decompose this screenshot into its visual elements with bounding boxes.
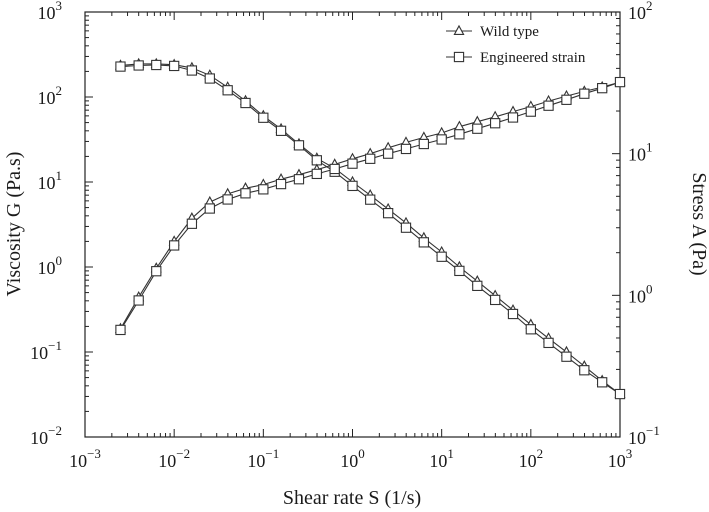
y-left-tick-label: 101	[38, 168, 63, 193]
engineered-strain-stress-point	[240, 188, 251, 199]
engineered-strain-stress-line	[120, 81, 621, 331]
engineered-strain-viscosity-point	[597, 377, 608, 388]
legend: Wild type Engineered strain	[446, 24, 586, 66]
x-tick-label: 10−3	[69, 446, 101, 471]
y-right-tick-label: 100	[628, 281, 653, 306]
engineered-strain-viscosity-point	[258, 112, 269, 123]
axis-ticks: 10−3 10−2 10−1 100 101 102 103 10−2 10−1 100 101 10…	[30, 0, 660, 471]
x-tick-label: 10−1	[247, 446, 279, 471]
plot-frame	[84, 11, 621, 438]
engineered-strain-stress-point	[293, 174, 305, 185]
y-left-tick-label: 102	[38, 83, 63, 108]
engineered-strain-stress-point	[472, 123, 483, 134]
engineered-strain-stress-point	[436, 134, 447, 145]
engineered-strain-viscosity-point	[293, 140, 305, 151]
engineered-strain-viscosity-point	[418, 237, 429, 248]
engineered-strain-stress-point	[329, 163, 340, 175]
legend-label: Wild type	[480, 24, 539, 40]
engineered-strain-stress-point	[597, 83, 608, 94]
legend-marker-triangle	[453, 24, 465, 36]
engineered-strain-viscosity-point	[365, 194, 376, 205]
engineered-strain-stress-point	[222, 194, 233, 205]
x-axis-label: Shear rate S (1/s)	[283, 487, 421, 509]
y-right-tick-label: 102	[628, 0, 653, 23]
engineered-strain-stress-point	[275, 178, 287, 190]
engineered-strain-viscosity-point	[454, 265, 465, 277]
legend-label: Engineered strain	[480, 50, 586, 66]
x-tick-label: 100	[340, 446, 365, 471]
engineered-strain-viscosity-point	[382, 208, 394, 219]
engineered-strain-viscosity-point	[222, 85, 233, 96]
engineered-strain-stress-point	[490, 118, 501, 129]
engineered-strain-viscosity-point	[115, 61, 126, 72]
engineered-strain-viscosity-point	[525, 324, 536, 335]
y-right-tick-label: 101	[628, 140, 653, 165]
y-left-tick-label: 10−2	[30, 423, 62, 448]
engineered-strain-viscosity-point	[311, 155, 322, 166]
engineered-strain-viscosity-point	[240, 97, 251, 109]
engineered-strain-viscosity-point	[543, 337, 554, 349]
engineered-strain-stress-point	[418, 138, 429, 150]
y-left-tick-label: 103	[38, 0, 63, 23]
y-left-tick-label: 10−1	[30, 338, 62, 363]
engineered-strain-viscosity-point	[472, 280, 483, 292]
engineered-strain-viscosity-point	[579, 365, 590, 376]
y-right-tick-label: 10−1	[628, 423, 660, 448]
x-tick-label: 10−2	[158, 446, 190, 471]
y-axis-left-label: Viscosity G (Pa.s)	[3, 152, 25, 297]
engineered-strain-viscosity-point	[507, 308, 519, 320]
engineered-strain-stress-point	[507, 112, 519, 123]
engineered-strain-viscosity-point	[169, 60, 180, 72]
engineered-strain-stress-point	[400, 143, 412, 155]
engineered-strain-viscosity-point	[561, 351, 572, 362]
engineered-strain-viscosity-point	[347, 180, 358, 192]
engineered-strain-stress-point	[525, 106, 536, 117]
engineered-strain-stress-point	[169, 240, 180, 251]
engineered-strain-viscosity-point	[490, 294, 501, 306]
engineered-strain-viscosity-point	[186, 65, 198, 76]
engineered-strain-viscosity-point	[436, 251, 447, 262]
engineered-strain-stress-point	[186, 218, 198, 229]
engineered-strain-stress-point	[115, 324, 126, 336]
y-left-tick-label: 100	[38, 253, 63, 278]
engineered-strain-stress-point	[561, 94, 572, 105]
engineered-strain-stress-point	[311, 168, 322, 180]
engineered-strain-stress-point	[382, 148, 394, 159]
x-tick-label: 102	[519, 446, 544, 471]
engineered-strain-stress-point	[614, 76, 626, 88]
y-axis-right-label: Stress A (Pa)	[688, 172, 709, 275]
engineered-strain-stress-point	[151, 266, 162, 277]
engineered-strain-stress-point	[258, 184, 269, 195]
engineered-strain-viscosity-point	[400, 222, 412, 233]
engineered-strain-viscosity-point	[204, 73, 215, 84]
wild-type-stress-line	[120, 81, 621, 330]
engineered-strain-stress-point	[454, 129, 465, 140]
engineered-strain-stress-point	[365, 153, 376, 164]
engineered-strain-stress-point	[579, 88, 590, 99]
engineered-strain-stress-point	[133, 295, 144, 306]
engineered-strain-viscosity-point	[614, 388, 626, 400]
engineered-strain-stress-point	[204, 203, 215, 214]
engineered-strain-stress-point	[543, 100, 554, 111]
data-markers	[114, 57, 626, 400]
engineered-strain-viscosity-point	[133, 60, 144, 71]
engineered-strain-viscosity-point	[275, 125, 287, 136]
x-tick-label: 101	[429, 446, 454, 471]
legend-marker-square	[453, 51, 465, 63]
x-tick-label: 103	[608, 446, 633, 471]
engineered-strain-stress-point	[347, 158, 358, 169]
engineered-strain-viscosity-point	[151, 59, 162, 71]
